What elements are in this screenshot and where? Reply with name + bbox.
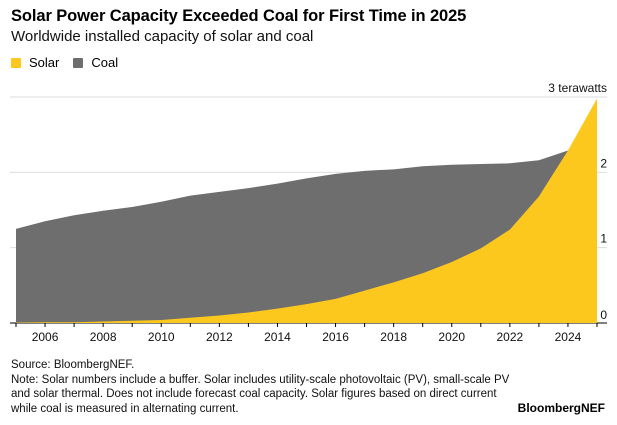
brand-logo: BloombergNEF xyxy=(517,401,605,415)
x-tick-label: 2018 xyxy=(380,330,407,344)
y-tick-label: 0 xyxy=(600,308,607,322)
legend-swatch-coal xyxy=(73,57,84,68)
x-tick-label: 2022 xyxy=(496,330,523,344)
x-tick-label: 2008 xyxy=(90,330,117,344)
x-tick-label: 2024 xyxy=(555,330,582,344)
note-text: Note: Solar numbers include a buffer. So… xyxy=(11,373,510,415)
x-tick-label: 2012 xyxy=(206,330,233,344)
footer: Source: BloombergNEF. Note: Solar number… xyxy=(11,358,511,416)
legend: Solar Coal xyxy=(11,55,118,70)
legend-item-coal: Coal xyxy=(73,55,118,70)
chart-subtitle: Worldwide installed capacity of solar an… xyxy=(11,28,314,45)
x-tick-label: 2016 xyxy=(322,330,349,344)
area-solar xyxy=(16,98,597,323)
y-tick-label: 1 xyxy=(600,232,607,246)
legend-item-solar: Solar xyxy=(11,55,59,70)
x-tick-label: 2020 xyxy=(438,330,465,344)
y-tick-label: 2 xyxy=(600,156,607,170)
chart-title: Solar Power Capacity Exceeded Coal for F… xyxy=(11,7,467,25)
legend-label-coal: Coal xyxy=(91,55,119,70)
x-tick-label: 2014 xyxy=(264,330,291,344)
y-tick-label: 3 terawatts xyxy=(548,81,607,95)
legend-label-solar: Solar xyxy=(29,55,60,70)
legend-swatch-solar xyxy=(11,57,21,68)
x-tick-label: 2006 xyxy=(32,330,59,344)
x-tick-label: 2010 xyxy=(148,330,175,344)
source-text: Source: BloombergNEF. xyxy=(11,359,135,371)
